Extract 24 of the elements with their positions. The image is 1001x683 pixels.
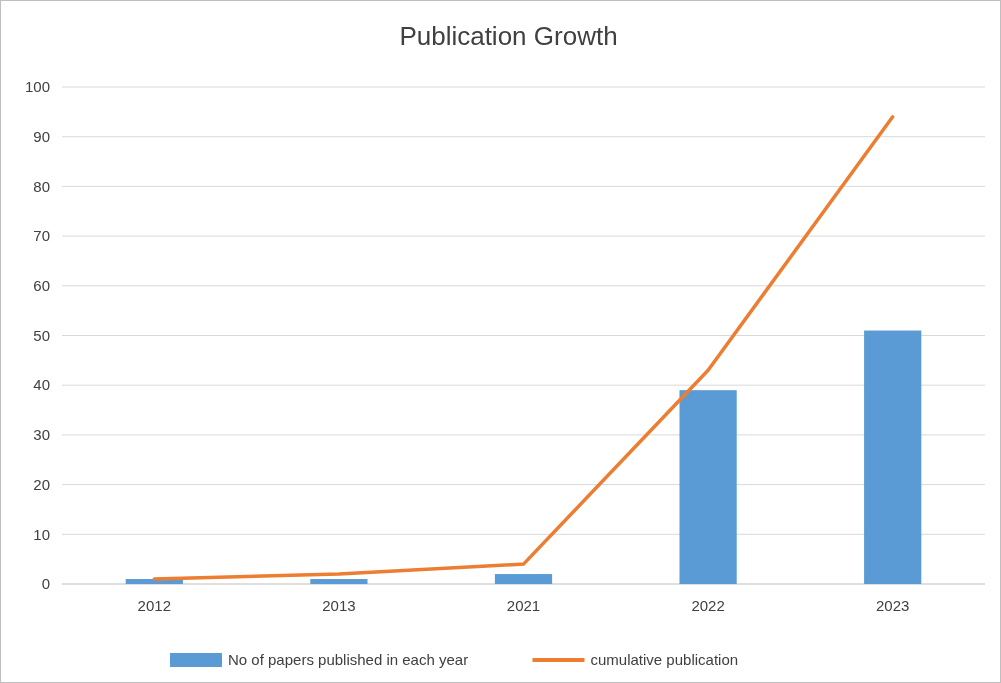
x-tick-label: 2013 bbox=[322, 597, 356, 614]
line-series bbox=[152, 115, 895, 581]
x-tick-label: 2012 bbox=[137, 597, 171, 614]
x-tick-label: 2021 bbox=[506, 597, 541, 614]
y-tick-label: 70 bbox=[33, 227, 50, 245]
bar bbox=[864, 330, 922, 584]
x-tick-label: 2023 bbox=[876, 597, 910, 614]
bar bbox=[494, 574, 553, 584]
y-tick-label: 100 bbox=[24, 78, 50, 96]
y-tick-label: 50 bbox=[33, 326, 50, 344]
y-tick-label: 20 bbox=[33, 475, 50, 493]
legend-label: No of papers published in each year bbox=[228, 651, 469, 669]
y-tick-label: 80 bbox=[33, 177, 50, 195]
chart-title: Publication Growth bbox=[399, 21, 618, 51]
y-tick-label: 10 bbox=[33, 525, 50, 543]
y-tick-label: 60 bbox=[33, 277, 50, 295]
bar bbox=[679, 390, 737, 584]
y-tick-label: 40 bbox=[33, 376, 50, 394]
y-tick-label: 90 bbox=[33, 127, 50, 145]
legend-label: cumulative publication bbox=[590, 651, 739, 669]
y-tick-label: 30 bbox=[33, 426, 50, 444]
x-tick-label: 2022 bbox=[691, 597, 725, 614]
bar bbox=[310, 579, 368, 584]
y-tick-label: 0 bbox=[41, 575, 50, 593]
